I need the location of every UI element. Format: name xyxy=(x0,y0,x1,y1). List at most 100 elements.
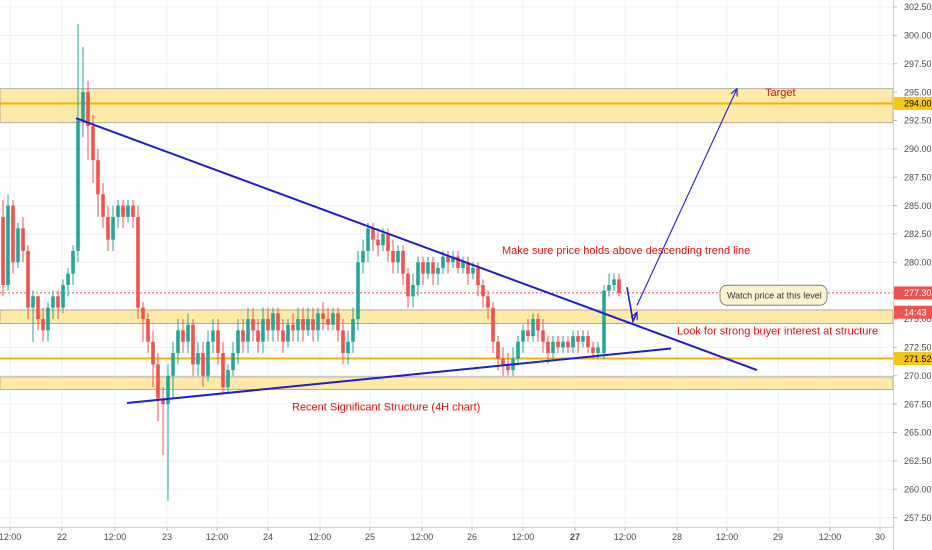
candle-body xyxy=(516,341,520,359)
candle-body xyxy=(161,398,165,405)
candle-body xyxy=(571,336,575,348)
candle-body xyxy=(311,319,315,331)
candle-body xyxy=(131,205,135,217)
candle-body xyxy=(551,341,555,354)
callout-box xyxy=(719,284,828,306)
candle-body xyxy=(612,279,616,285)
candle-body xyxy=(617,279,621,293)
projection-arrow[interactable] xyxy=(636,88,738,306)
projection-arrow[interactable] xyxy=(626,287,638,325)
time-tick-label: 12:00 xyxy=(716,532,739,542)
candle-body xyxy=(116,205,120,217)
candle-body xyxy=(501,358,505,365)
candle-body xyxy=(481,284,485,297)
price-tick-label: 300.00 xyxy=(904,31,932,41)
time-tick-label: 12:00 xyxy=(411,532,434,542)
candle-body xyxy=(56,296,60,308)
candle-body xyxy=(361,250,365,263)
time-tick-label: 12:00 xyxy=(614,532,637,542)
candle-body xyxy=(521,330,525,342)
candle-body xyxy=(306,319,310,331)
time-tick-label: 27 xyxy=(570,532,580,542)
candle-body xyxy=(431,262,435,274)
annotation-text: Recent Significant Structure (4H chart) xyxy=(292,401,480,413)
candle-body xyxy=(526,330,530,337)
candle-body xyxy=(86,92,90,127)
price-tag xyxy=(894,96,932,110)
trend-lines xyxy=(75,117,758,404)
annotation-text: Make sure price holds above descending t… xyxy=(502,245,750,257)
time-tick-label: 25 xyxy=(365,532,375,542)
candle-body xyxy=(536,319,540,331)
price-tag-label: 271.52 xyxy=(904,354,932,364)
candle-body xyxy=(326,319,330,325)
price-tick-label: 297.50 xyxy=(904,59,932,69)
candle-body xyxy=(316,313,320,331)
time-tick-label: 12:00 xyxy=(309,532,332,542)
candle-body xyxy=(151,341,155,365)
candle-body xyxy=(386,233,390,251)
price-tick-label: 272.50 xyxy=(904,343,932,353)
price-tag xyxy=(894,305,932,319)
candle-body xyxy=(66,273,70,285)
ascending-trend-line[interactable] xyxy=(126,347,672,404)
candle-body xyxy=(266,319,270,331)
candle-body xyxy=(36,296,40,320)
price-tick-label: 295.00 xyxy=(904,87,932,97)
candle-body xyxy=(596,347,600,354)
price-tick-label: 292.50 xyxy=(904,116,932,126)
candle-body xyxy=(416,262,420,285)
candle-body xyxy=(421,262,425,274)
candle-body xyxy=(21,228,25,251)
candle-body xyxy=(186,324,190,342)
descending-trend-line[interactable] xyxy=(75,117,758,372)
price-axis-bg xyxy=(893,0,932,550)
price-axis[interactable]: 302.50 300.00 297.50 295.00 292.50 290.00 287.… xyxy=(893,0,932,550)
time-axis[interactable]: 12:00 22 12:00 23 12:00 24 12:00 25 12:00 26 12:00… xyxy=(0,527,893,550)
candle-body xyxy=(11,205,15,263)
price-tick-label: 280.00 xyxy=(904,258,932,268)
grid xyxy=(0,0,893,527)
candle-body xyxy=(491,307,495,342)
time-axis-bg xyxy=(0,527,893,550)
price-tag xyxy=(894,286,932,300)
candle-body xyxy=(351,319,355,342)
price-tick-label: 265.00 xyxy=(904,428,932,438)
candle-body xyxy=(61,284,65,308)
candle-body xyxy=(346,341,350,354)
candle-body xyxy=(196,353,200,365)
candle-body xyxy=(276,313,280,331)
price-tag-label: 14:43 xyxy=(904,308,927,318)
candle-body xyxy=(216,330,220,354)
candle-body xyxy=(91,126,95,161)
annotation-text: Target xyxy=(765,87,796,99)
candle-body xyxy=(141,307,145,320)
price-tick-label: 267.50 xyxy=(904,399,932,409)
time-tick-label: 12:00 xyxy=(0,532,21,542)
candle-body xyxy=(51,296,55,308)
candle-body xyxy=(246,319,250,342)
candle-body xyxy=(476,267,480,285)
candle-body xyxy=(96,160,100,195)
candle-body xyxy=(586,336,590,348)
candle-body xyxy=(411,284,415,297)
candle-body xyxy=(181,330,185,342)
structure-zone xyxy=(0,309,894,324)
candle-body xyxy=(471,267,475,274)
candle-body xyxy=(446,256,450,263)
callout-text: Watch price at this level xyxy=(727,291,822,301)
candle-body xyxy=(607,284,611,291)
candle-body xyxy=(211,330,215,342)
price-tag-label: 277.30 xyxy=(904,288,932,298)
candle-body xyxy=(261,319,265,342)
candle-body xyxy=(271,313,275,331)
time-tick-label: 12:00 xyxy=(819,532,842,542)
candle-body xyxy=(461,262,465,268)
candle-body xyxy=(466,262,470,274)
candle-body xyxy=(356,262,360,320)
time-tick-label: 30 xyxy=(875,532,885,542)
candle-body xyxy=(531,319,535,337)
candle-body xyxy=(451,256,455,263)
